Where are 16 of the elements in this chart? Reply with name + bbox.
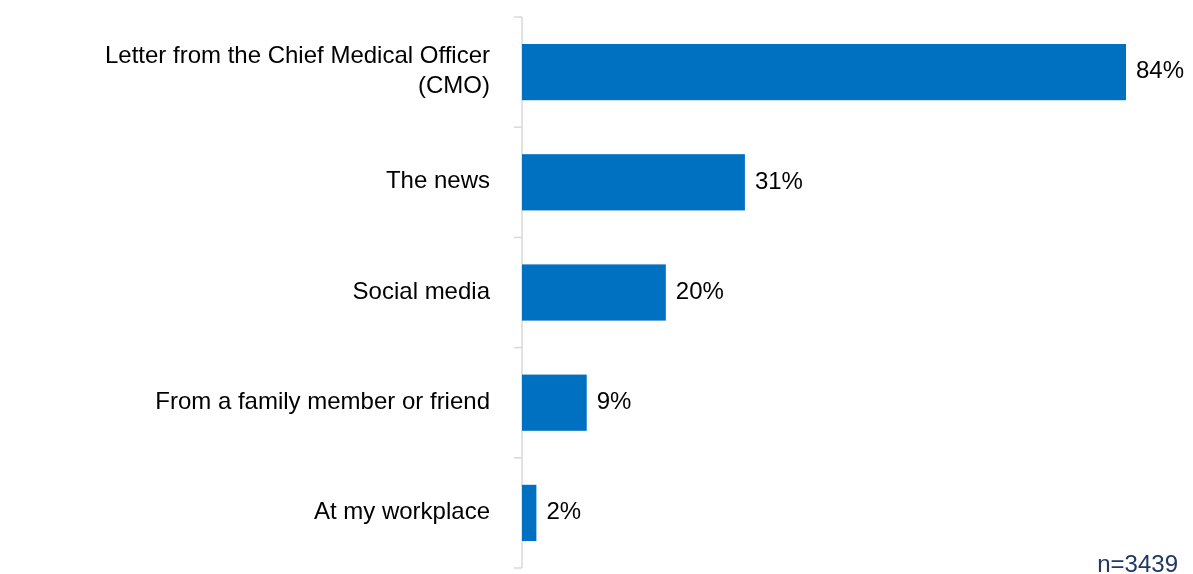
data-label: 2% (546, 497, 582, 525)
data-label: 9% (596, 387, 632, 415)
data-label: 31% (754, 166, 803, 194)
data-label: 20% (675, 276, 724, 304)
bar (522, 374, 587, 431)
y-tick-label: The news (385, 166, 490, 194)
y-tick-label: At my workplace (313, 497, 490, 525)
bar (522, 44, 1126, 101)
bar (522, 154, 745, 211)
y-tick-label: Social media (352, 276, 491, 304)
annotation: n=3439 (1097, 550, 1178, 574)
y-tick-label: Letter from the Chief Medical Officer (CMO) (104, 41, 490, 99)
y-tick-label: From a family member or friend (155, 387, 490, 415)
bar (522, 484, 537, 541)
bar (522, 264, 666, 321)
data-label: 84% (1136, 56, 1185, 84)
